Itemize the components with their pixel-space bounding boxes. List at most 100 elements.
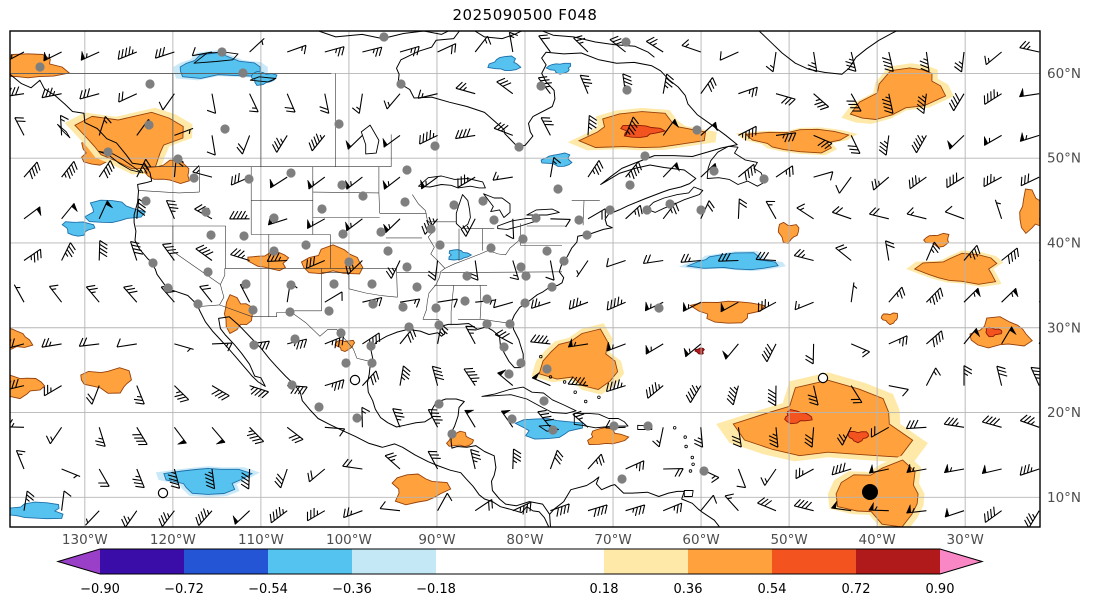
station-dot (609, 421, 619, 431)
wind-barb (925, 241, 941, 261)
station-dot (201, 207, 211, 217)
wind-barb (324, 291, 343, 303)
wind-barb (804, 427, 815, 448)
wind-barb (211, 342, 233, 352)
wind-barb (680, 253, 701, 263)
wind-barb (908, 175, 927, 190)
station-dot (499, 342, 509, 352)
wind-barb-pennant (1019, 132, 1025, 142)
wind-barb (167, 468, 181, 489)
colorbar-segment (268, 549, 353, 574)
colorbar-tick-label: −0.90 (80, 582, 120, 597)
wind-barb (437, 298, 458, 308)
lon-tick-label: 40°W (858, 532, 895, 548)
lat-tick-label: 60°N (1047, 66, 1081, 82)
wind-barb (1001, 247, 1020, 265)
wind-barb (545, 260, 555, 281)
anomaly-region-pos (80, 367, 132, 394)
wind-barb (98, 468, 110, 487)
wind-barb-pennant (420, 179, 426, 190)
station-dot (654, 303, 664, 313)
station-dot (103, 147, 113, 157)
wind-barb (831, 462, 852, 476)
wind-barb (761, 343, 777, 363)
wind-barb (963, 365, 973, 386)
wind-barb-pennant (80, 51, 86, 61)
anomaly-region-neg (163, 467, 254, 495)
coastline-island-or-lake (483, 193, 511, 218)
wind-barb (1039, 218, 1040, 220)
station-dot (286, 168, 296, 178)
open-circle-marker (157, 487, 169, 499)
wind-barb-pennant (43, 51, 48, 62)
wind-barb-pennant (984, 136, 989, 146)
wind-barb (136, 158, 152, 178)
wind-barb (61, 468, 81, 479)
station-dot (398, 302, 408, 312)
station-dot (358, 191, 368, 201)
wind-barb-pennant (606, 342, 612, 352)
station-dot (376, 227, 386, 237)
lon-tick-label: 70°W (594, 532, 631, 548)
station-dot (344, 257, 354, 267)
admin-border (198, 304, 373, 363)
lon-tick-label: 80°W (506, 532, 543, 548)
anomaly-region-hi (985, 326, 1003, 338)
wind-barb-pennant (973, 327, 981, 337)
small-island (548, 375, 553, 379)
wind-barb (983, 506, 1002, 523)
colorbar-segment (604, 549, 689, 574)
station-dot (518, 234, 528, 244)
wind-barb (384, 452, 401, 470)
wind-barb (10, 51, 25, 60)
admin-border (441, 271, 563, 273)
station-dot (505, 319, 515, 329)
small-island (597, 395, 601, 399)
wind-barb (700, 494, 718, 512)
lon-tick-label: 130°W (62, 532, 108, 548)
station-dot (582, 230, 592, 240)
wind-barb (622, 73, 633, 94)
admin-border (312, 191, 379, 194)
wind-barb (919, 51, 930, 73)
wind-barb (324, 379, 345, 391)
station-dot (148, 258, 158, 268)
wind-barb (117, 46, 138, 60)
wind-barb (474, 35, 492, 53)
wind-barb (537, 409, 554, 428)
wind-barb (454, 128, 476, 140)
small-island (539, 354, 543, 359)
anomaly-region-neg (545, 62, 572, 75)
wind-barb (662, 502, 683, 514)
wind-barb (361, 370, 380, 386)
wind-barb (983, 173, 1002, 188)
wind-barb (460, 218, 476, 237)
wind-barb (625, 116, 640, 136)
colorbar: −0.90 −0.72 −0.54 −0.36 −0.18 0.18 0.36 0.54 0.7… (56, 548, 984, 597)
coastline-island-or-lake (646, 186, 704, 213)
wind-barb (646, 36, 664, 53)
wind-barb (274, 468, 288, 489)
station-dot (699, 466, 709, 476)
wind-barb (132, 427, 148, 446)
wind-barb (399, 328, 417, 345)
station-dot (514, 142, 524, 152)
wind-barb (13, 284, 25, 303)
wind-barb (417, 89, 438, 99)
wind-barb-pennant (383, 223, 390, 234)
wind-barb (845, 51, 857, 72)
station-dot (412, 282, 422, 292)
wind-barb (530, 334, 551, 345)
lon-tick-label: 90°W (418, 532, 455, 548)
wind-barb (174, 127, 194, 136)
wind-barb (954, 51, 965, 73)
wind-barb (465, 325, 477, 345)
wind-barb-pennant (682, 302, 688, 312)
anomaly-region-neg (179, 52, 261, 79)
station-dot (404, 322, 414, 332)
wind-barb (850, 282, 858, 303)
station-dot (431, 303, 441, 313)
wind-barb (85, 510, 100, 526)
wind-barb-pennant (673, 162, 680, 172)
